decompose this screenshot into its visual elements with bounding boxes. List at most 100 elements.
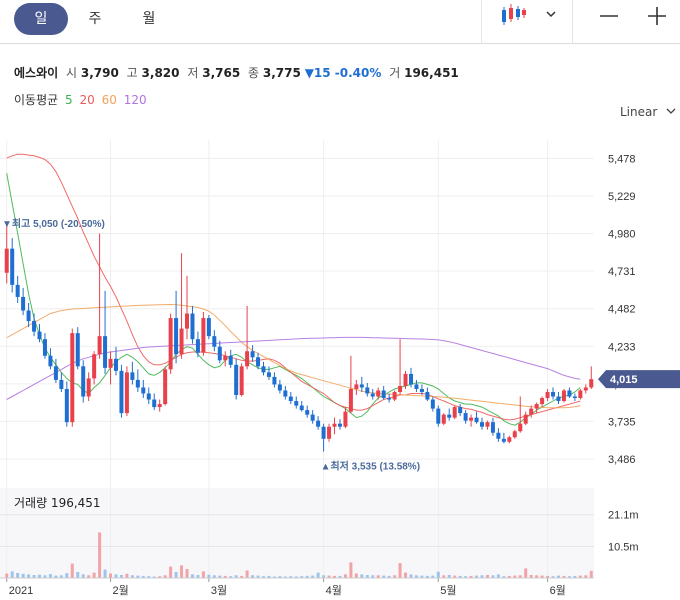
chart-type-button[interactable] xyxy=(482,0,572,44)
scale-selector[interactable]: Linear xyxy=(620,105,679,119)
volume-bar xyxy=(354,573,358,578)
candle-body xyxy=(589,379,594,388)
change-value: ▼15 -0.40% xyxy=(304,66,382,80)
volume-bar xyxy=(212,575,216,578)
x-tick-label: 6월 xyxy=(550,584,566,597)
y-tick-label: 4,731 xyxy=(608,266,636,278)
period-tab-month[interactable]: 월 xyxy=(142,11,156,27)
ma-line-60 xyxy=(6,303,581,409)
candle-body xyxy=(512,431,517,438)
y-tick-label: 5,478 xyxy=(608,153,636,165)
candle-body xyxy=(53,366,58,380)
candle-body xyxy=(398,385,403,392)
volume-bar xyxy=(316,572,320,578)
volume-bar xyxy=(114,574,118,578)
candle-body xyxy=(436,408,441,424)
candle-body xyxy=(359,384,364,388)
volume-bar xyxy=(551,576,555,578)
volume-bar xyxy=(404,572,408,578)
candle-body xyxy=(447,414,452,418)
candle-body xyxy=(430,399,435,409)
y-tick-label: 3,486 xyxy=(608,454,636,466)
volume-bar xyxy=(453,575,457,578)
volume-bar xyxy=(518,575,522,578)
volume-bar xyxy=(98,532,102,578)
volume-bar xyxy=(409,574,413,578)
candle-body xyxy=(332,423,337,427)
volume-bar xyxy=(294,576,298,578)
candle-body xyxy=(206,318,211,337)
volume-bar xyxy=(218,575,222,578)
volume-bar xyxy=(578,575,582,578)
candle-body xyxy=(146,393,151,400)
candle-body xyxy=(10,248,15,285)
candle-body xyxy=(97,336,102,355)
volume-bar xyxy=(349,562,353,578)
volume-bar xyxy=(387,575,391,578)
candle-body xyxy=(185,313,190,329)
volume-bar xyxy=(584,575,588,578)
low-label: 저 xyxy=(187,66,199,80)
candle-body xyxy=(419,388,424,392)
volume-bar xyxy=(92,572,96,578)
candle-body xyxy=(469,417,474,421)
volume-bar xyxy=(54,575,58,578)
period-tab-day[interactable]: 일 xyxy=(14,3,68,35)
volume-bar xyxy=(152,576,156,578)
candle-body xyxy=(81,366,86,397)
moving-average-legend[interactable]: 이동평균 5 20 60 120 xyxy=(14,91,147,108)
volume-bar xyxy=(158,576,162,578)
volume-bar xyxy=(196,575,200,578)
candle-body xyxy=(561,390,566,402)
volume-bar xyxy=(333,575,337,578)
zoom-in-button[interactable] xyxy=(636,0,676,44)
volume-bar xyxy=(496,574,500,578)
period-tab-week[interactable]: 주 xyxy=(88,11,102,27)
volume-bar xyxy=(376,575,380,578)
volume-bar xyxy=(256,575,260,578)
candle-body xyxy=(337,423,342,427)
low-annotation: ▲최저 3,535 (13.58%) xyxy=(321,460,420,473)
plus-icon xyxy=(648,7,666,25)
candle-body xyxy=(256,357,261,367)
x-tick-label: 4월 xyxy=(326,584,342,597)
low-value: 3,765 xyxy=(202,66,241,80)
chevron-down-icon xyxy=(666,108,676,114)
chevron-down-icon[interactable] xyxy=(546,11,556,18)
candle-body xyxy=(458,407,463,414)
volume-bar xyxy=(185,569,189,578)
candle-body xyxy=(26,310,31,322)
volume-bar xyxy=(491,575,495,578)
candle-body xyxy=(485,422,490,427)
volume-bar xyxy=(109,573,113,578)
volume-bar xyxy=(81,574,85,578)
volume-bar xyxy=(573,575,577,578)
volume-bar xyxy=(589,570,593,578)
volume-bar xyxy=(169,566,173,578)
x-tick-label: 5월 xyxy=(440,584,456,597)
candle-body xyxy=(157,404,162,408)
candle-body xyxy=(250,351,255,358)
candle-body xyxy=(545,391,550,399)
candle-body xyxy=(403,373,408,386)
candle-body xyxy=(174,318,179,355)
candle-body xyxy=(163,369,168,405)
candle-body xyxy=(277,384,282,391)
candle-body xyxy=(86,378,91,397)
volume-bar xyxy=(464,576,468,578)
candle-body xyxy=(272,376,277,385)
zoom-out-button[interactable] xyxy=(590,0,630,44)
volume-bar xyxy=(513,575,517,578)
candle-body xyxy=(64,388,69,423)
volume-bar xyxy=(556,575,560,578)
candle-body xyxy=(441,414,446,424)
candle-body xyxy=(59,379,64,389)
candle-body xyxy=(381,390,386,399)
candle-body xyxy=(348,388,353,412)
y-tick-label: 3,735 xyxy=(608,416,636,428)
candle-body xyxy=(119,370,124,414)
volume-bar xyxy=(245,570,249,578)
volume-bar xyxy=(447,575,451,578)
candle-body xyxy=(392,391,397,400)
